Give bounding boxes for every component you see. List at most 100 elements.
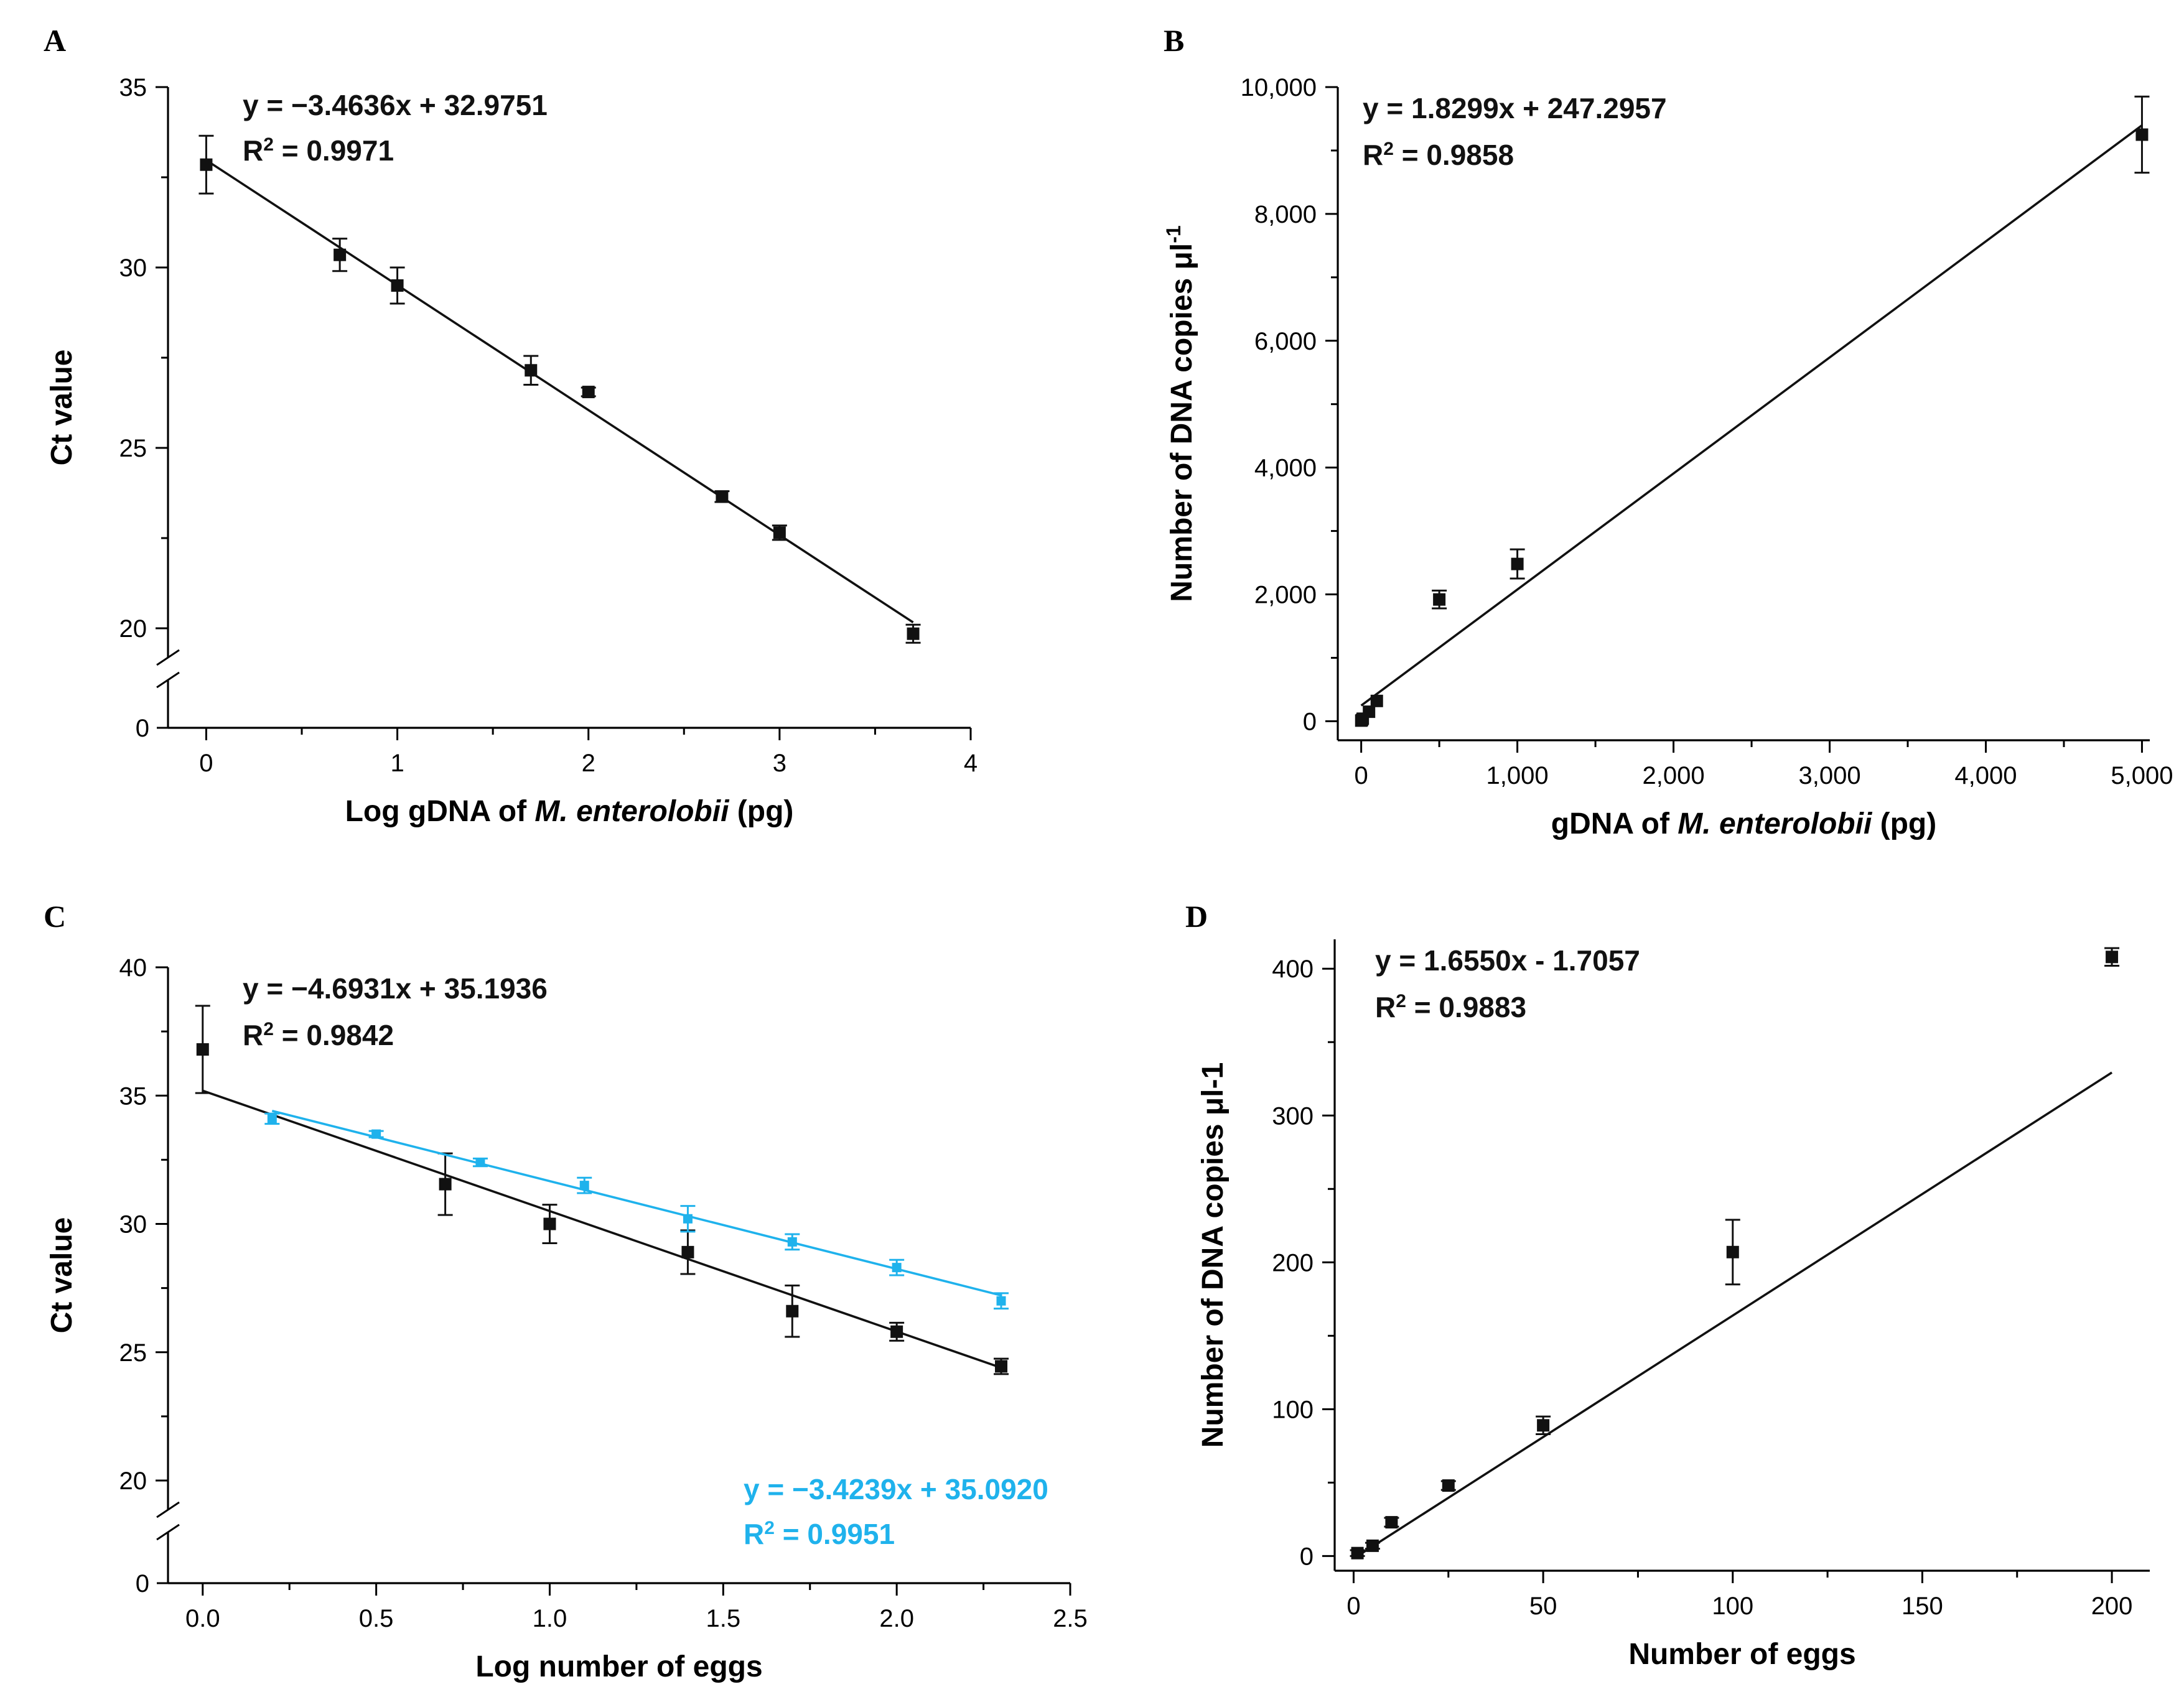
data-point [1366, 1539, 1379, 1552]
data-point [1511, 557, 1524, 570]
data-point [439, 1178, 452, 1191]
data-point [2135, 128, 2149, 141]
data-point [200, 158, 213, 171]
y-tick-label: 0 [136, 1570, 149, 1597]
y-axis-title: Number of DNA copies μl-1 [1162, 225, 1198, 602]
x-tick-label: 200 [2091, 1592, 2133, 1620]
r-squared: R2 = 0.9951 [744, 1518, 895, 1551]
y-tick-label: 25 [119, 435, 147, 462]
fit-line [1360, 124, 2143, 707]
y-axis-title-text: Ct value [45, 350, 78, 466]
x-axis-title-part: Number of eggs [1628, 1638, 1855, 1671]
data-point [995, 1360, 1008, 1373]
x-tick-label: 2,000 [1643, 762, 1705, 789]
r-squared-sup: 2 [764, 1518, 775, 1538]
y-tick-label: 4,000 [1254, 455, 1317, 482]
data-point [475, 1158, 485, 1167]
x-axis-title: gDNA of M. enterolobii (pg) [1551, 807, 1936, 840]
panel-a: A 0 0 1 2 3 4 20 25 30 35 Log gDNA of M. enterolobi… [44, 23, 978, 828]
data-point [1433, 593, 1446, 606]
series [264, 1109, 1009, 1310]
r-squared-prefix: R [243, 134, 263, 167]
data-point [683, 1214, 693, 1224]
x-axis-title-part: (pg) [729, 795, 793, 828]
regression-equation: y = −3.4239x + 35.0920 [744, 1473, 1048, 1505]
x-tick-label: 0.5 [359, 1605, 394, 1632]
panel-b: B 0 1,000 2,000 3,000 4,000 5,000 0 2,000 4,000 6,… [1162, 23, 2173, 840]
y-tick-label: 2,000 [1254, 582, 1317, 609]
y-tick-label: 400 [1272, 955, 1314, 983]
series [1355, 95, 2150, 727]
data-point [2106, 951, 2119, 964]
data-point [890, 1325, 903, 1338]
data-point [1442, 1479, 1455, 1492]
x-tick-label: 150 [1902, 1592, 1943, 1620]
data-point [1351, 1546, 1364, 1560]
r-squared-value: = 0.9971 [274, 134, 394, 167]
x-tick-label: 2.0 [879, 1605, 914, 1632]
y-axis-title: Number of DNA copies μl-1 [1197, 1062, 1230, 1448]
x-axis-title-part: Log gDNA of [345, 795, 535, 828]
series [198, 134, 921, 644]
x-axis-title-part: M. enterolobii [534, 795, 730, 828]
data-point [892, 1263, 902, 1273]
y-tick-label: 35 [119, 1082, 147, 1110]
x-axis-title-part: Log number of eggs [475, 1650, 762, 1683]
regression-equation: y = −3.4636x + 32.9751 [243, 89, 548, 121]
x-tick-label: 4 [964, 750, 978, 777]
r-squared-value: = 0.9842 [274, 1019, 394, 1051]
y-tick-label: 0 [136, 715, 149, 742]
y-axis-title-text: Number of DNA copies μl [1165, 243, 1198, 602]
x-tick-label: 0 [1346, 1592, 1360, 1620]
x-tick-label: 1 [390, 750, 404, 777]
x-tick-label: 1.0 [533, 1605, 567, 1632]
data-point [267, 1114, 277, 1123]
y-tick-label: 300 [1272, 1102, 1314, 1130]
x-tick-label: 0 [199, 750, 213, 777]
panel-letter: C [44, 899, 66, 934]
r-squared-sup: 2 [263, 134, 274, 155]
series [195, 1005, 1009, 1375]
y-tick-label: 6,000 [1254, 328, 1317, 355]
r-squared: R2 = 0.9883 [1375, 991, 1526, 1024]
fit-line [205, 159, 914, 624]
axis-break-mark [156, 649, 180, 666]
r-squared-sup: 2 [1396, 991, 1406, 1011]
x-tick-label: 1,000 [1486, 762, 1549, 789]
fit-line [202, 1089, 1002, 1369]
regression-equation: y = 1.6550x - 1.7057 [1375, 944, 1640, 977]
panel-letter: D [1185, 899, 1208, 934]
r-squared-prefix: R [243, 1019, 263, 1051]
r-squared-value: = 0.9858 [1394, 139, 1514, 171]
r-squared-sup: 2 [1383, 139, 1394, 159]
x-axis-title-part: gDNA of [1551, 807, 1678, 840]
y-tick-label: 10,000 [1241, 74, 1317, 101]
y-tick-label: 30 [119, 1211, 147, 1239]
y-tick-label: 30 [119, 254, 147, 282]
y-tick-label: 200 [1272, 1249, 1314, 1276]
y-axis-title-text: Ct value [45, 1217, 78, 1334]
data-point [334, 248, 347, 261]
x-tick-label: 0 [1355, 762, 1368, 789]
y-axis-title: Ct value [45, 350, 78, 466]
x-axis-title-part: (pg) [1872, 807, 1936, 840]
data-point [1363, 705, 1376, 718]
data-point [582, 386, 595, 399]
x-tick-label: 100 [1712, 1592, 1753, 1620]
y-tick-label: 0 [1300, 1543, 1314, 1570]
y-tick-label: 40 [119, 954, 147, 982]
axis-break-mark [156, 671, 180, 689]
regression-equation: y = −4.6931x + 35.1936 [243, 972, 548, 1005]
x-tick-label: 3,000 [1798, 762, 1860, 789]
axis-break-mark [156, 1501, 180, 1518]
data-point [391, 279, 404, 292]
data-point [787, 1237, 797, 1247]
x-tick-label: 2.5 [1053, 1605, 1088, 1632]
fit-line [271, 1109, 1002, 1297]
x-tick-label: 1.5 [706, 1605, 741, 1632]
data-point [773, 526, 786, 539]
x-tick-label: 4,000 [1954, 762, 2017, 789]
x-axis-title: Log gDNA of M. enterolobii (pg) [345, 795, 794, 828]
data-point [907, 627, 920, 640]
